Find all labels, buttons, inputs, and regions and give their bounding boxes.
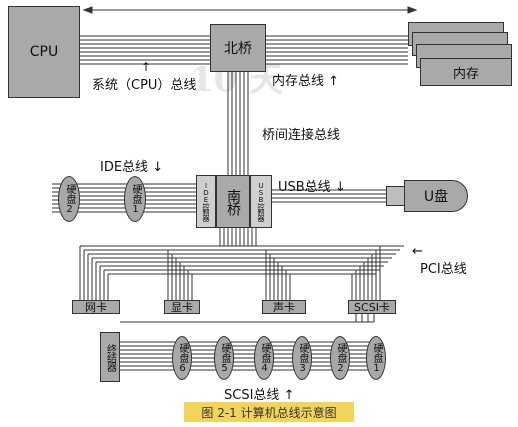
scsi-disk-label: 硬盘5 xyxy=(219,342,230,374)
sound-card-box: 声卡 xyxy=(262,300,306,314)
ide-controller-box: IDE控制器 xyxy=(196,175,216,228)
scsi-disk-2: 硬盘2 xyxy=(330,336,350,380)
figure-caption: 图 2-1 计算机总线示意图 xyxy=(184,402,354,422)
ide-bus-label: IDE总线 ↓ xyxy=(100,156,163,175)
memory-bus-text: 内存总线 xyxy=(272,74,325,89)
usb-bus-arrow: ↓ xyxy=(334,180,346,195)
scsi-bus-text: SCSI总线 xyxy=(224,388,280,403)
graphics-card-label: 显卡 xyxy=(171,301,193,314)
scsi-disk-label: 硬盘4 xyxy=(259,342,270,374)
scsi-disk-6: 硬盘6 xyxy=(172,336,192,380)
scsi-disk-label: 硬盘3 xyxy=(297,342,308,374)
scsi-bus-label: SCSI总线 ↑ xyxy=(224,384,294,403)
usb-bus-label: USB总线 ↓ xyxy=(278,176,346,195)
scsi-disk-3: 硬盘3 xyxy=(292,336,312,380)
system-bus-label: 系统（CPU）总线 xyxy=(92,74,196,93)
network-card-box: 网卡 xyxy=(72,300,120,314)
cpu-box: CPU xyxy=(8,6,80,98)
memory-bus-arrow: ↑ xyxy=(328,74,340,89)
terminator-box: 终结器 xyxy=(100,332,120,382)
sound-card-label: 声卡 xyxy=(273,301,295,314)
system-bus-text: 系统（CPU）总线 xyxy=(92,78,197,93)
ide-controller-label: IDE控制器 xyxy=(202,182,210,221)
u-disk-label: U盘 xyxy=(423,189,449,205)
south-bridge-box: 南桥 xyxy=(216,175,250,228)
scsi-disk-label: 硬盘2 xyxy=(335,342,346,374)
north-bridge-box: 北桥 xyxy=(210,24,266,72)
scsi-disk-4: 硬盘4 xyxy=(254,336,274,380)
bridge-bus-label: 桥间连接总线 xyxy=(262,128,341,143)
cpu-label: CPU xyxy=(29,44,59,60)
ide-disk-1: 硬盘1 xyxy=(124,176,146,222)
north-bridge-label: 北桥 xyxy=(224,41,252,57)
system-bus-arrow: ↑ xyxy=(141,60,152,74)
scsi-disk-label: 硬盘6 xyxy=(177,342,188,374)
usb-controller-box: USB控制器 xyxy=(250,175,272,228)
ide-bus-text: IDE总线 xyxy=(100,160,149,175)
terminator-label: 终结器 xyxy=(104,343,116,371)
ide-bus-arrow: ↓ xyxy=(152,160,164,175)
pci-bus-label: PCI总线 xyxy=(420,262,467,277)
ide-disk-2: 硬盘2 xyxy=(58,176,80,222)
u-disk-connector xyxy=(386,186,406,206)
u-disk-box: U盘 xyxy=(404,180,468,212)
scsi-bus-arrow: ↑ xyxy=(283,388,295,403)
graphics-card-box: 显卡 xyxy=(164,300,200,314)
ide-disk-label: 硬盘1 xyxy=(130,183,141,215)
ide-disk-label: 硬盘2 xyxy=(64,183,75,215)
scsi-card-label: SCSI卡 xyxy=(354,301,390,314)
south-bridge-label: 南桥 xyxy=(225,188,241,215)
scsi-card-box: SCSI卡 xyxy=(348,300,396,314)
usb-controller-label: USB控制器 xyxy=(257,182,265,221)
scsi-disk-label: 硬盘1 xyxy=(371,342,382,374)
scsi-disk-1: 硬盘1 xyxy=(366,336,386,380)
memory-label: 内存 xyxy=(452,66,479,82)
scsi-disk-5: 硬盘5 xyxy=(214,336,234,380)
pci-bus-arrow: ← xyxy=(412,244,423,259)
usb-bus-text: USB总线 xyxy=(278,180,331,195)
network-card-label: 网卡 xyxy=(85,301,107,314)
memory-box: 内存 xyxy=(420,58,512,86)
memory-bus-label: 内存总线 ↑ xyxy=(272,70,339,89)
